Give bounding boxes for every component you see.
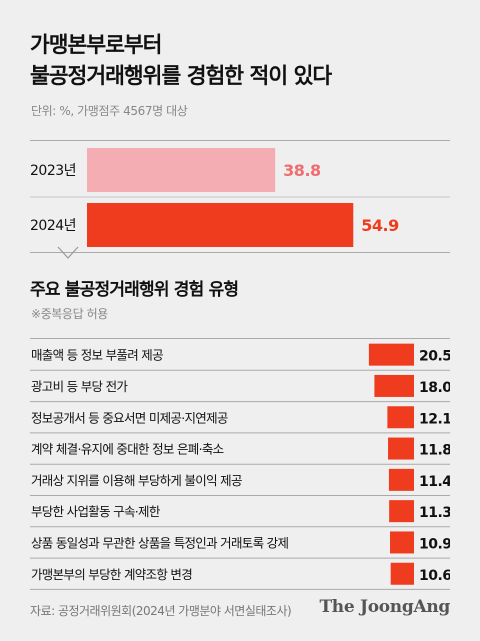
type-bar — [390, 562, 414, 585]
year-value-label: 54.9 — [361, 216, 399, 235]
types-bar-chart-svg: 매출액 등 정보 부풀려 제공 20.5 광고비 등 부당 전가 18.0 정보공개서 … — [30, 343, 450, 590]
brand-logo: The JoongAng — [319, 597, 450, 617]
pointer-arrow — [57, 246, 79, 259]
type-bar — [388, 437, 414, 460]
multiple-response-note: ※중복응답 허용 — [31, 307, 108, 321]
title-line-2: 불공정거래행위를 경험한 적이 있다 — [30, 64, 332, 89]
type-bar — [374, 374, 414, 397]
type-value-label: 18.0 — [419, 380, 450, 396]
yearly-bar-chart-svg: 2023년 38.8 2024년 54.9 — [30, 148, 450, 247]
yearly-bar-chart: 2023년 38.8 2024년 54.9 — [30, 140, 450, 253]
type-bar — [387, 406, 414, 429]
type-bar — [389, 500, 414, 523]
title-line-1: 가맹본부로부터 — [30, 33, 162, 58]
year-value-label: 38.8 — [283, 161, 321, 180]
type-bar — [388, 468, 414, 491]
year-label: 2024년 — [30, 218, 76, 234]
year-label: 2023년 — [30, 163, 76, 179]
year-bar — [87, 148, 276, 192]
type-label: 가맹본부의 부당한 계약조항 변경 — [31, 567, 192, 582]
type-label: 거래상 지위를 이용해 부당하게 불이익 제공 — [31, 473, 242, 488]
chart-title: 가맹본부로부터 불공정거래행위를 경험한 적이 있다 — [30, 30, 460, 92]
type-value-label: 10.9 — [419, 536, 450, 552]
type-value-label: 11.3 — [419, 505, 450, 521]
type-label: 매출액 등 정보 부풀려 제공 — [31, 348, 163, 363]
types-bar-chart: 매출액 등 정보 부풀려 제공 20.5 광고비 등 부당 전가 18.0 정보공개서 … — [30, 338, 450, 590]
type-label: 정보공개서 등 중요서면 미제공·지연제공 — [31, 410, 228, 425]
type-label: 광고비 등 부당 전가 — [31, 379, 128, 394]
type-value-label: 12.1 — [419, 411, 450, 427]
type-value-label: 11.4 — [419, 474, 450, 490]
source-note: 자료: 공정거래위원회(2024년 가맹분야 서면실태조사) — [30, 604, 292, 618]
type-label: 부당한 사업활동 구속·제한 — [31, 504, 161, 519]
type-value-label: 20.5 — [419, 349, 450, 365]
type-bar — [390, 531, 414, 554]
type-bar — [368, 343, 414, 366]
year-bar — [87, 203, 354, 247]
type-value-label: 10.6 — [419, 568, 450, 584]
type-value-label: 11.8 — [419, 443, 450, 459]
section-subtitle: 주요 불공정거래행위 경험 유형 — [30, 280, 239, 300]
type-label: 계약 체결·유지에 중대한 정보 은폐·축소 — [31, 442, 224, 457]
type-label: 상품 동일성과 무관한 상품을 특정인과 거래토록 강제 — [31, 535, 288, 550]
unit-note: 단위: %, 가맹점주 4567명 대상 — [31, 104, 188, 118]
